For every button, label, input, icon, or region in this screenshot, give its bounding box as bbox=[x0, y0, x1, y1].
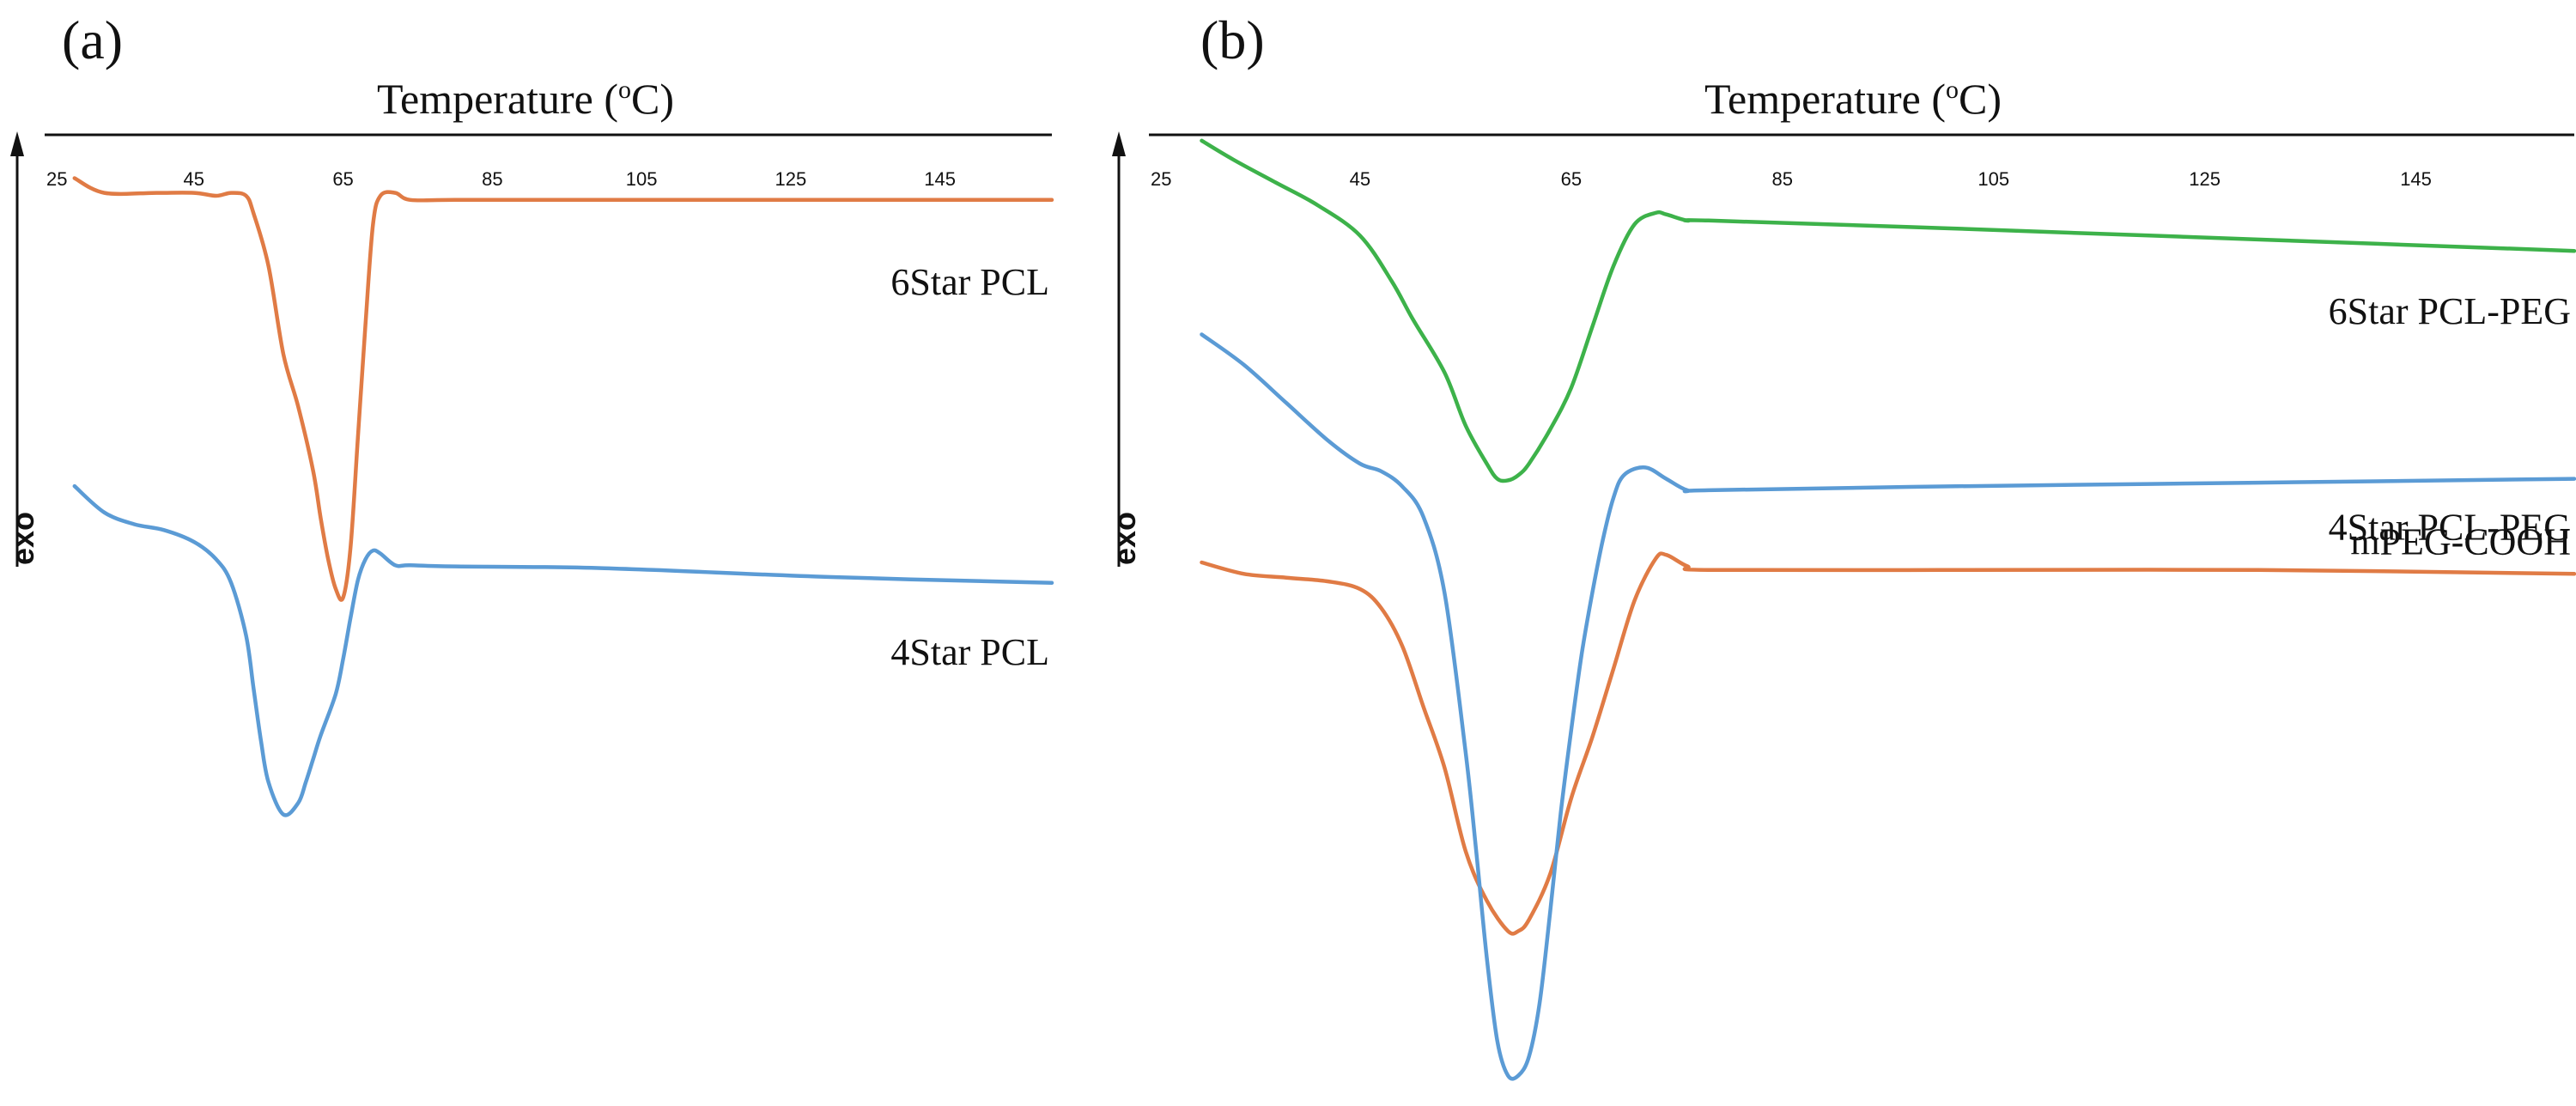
panel-b-series bbox=[1200, 138, 2576, 1081]
panel-a-tick-label-25: 25 bbox=[46, 168, 67, 190]
panel-a-tick-label-145: 145 bbox=[924, 168, 956, 190]
panel-a-tick-labels: 25 45 65 85 105 125 145 bbox=[46, 168, 956, 190]
panel-b-y-arrow-head bbox=[1112, 131, 1126, 156]
panel-b-tick-label-125: 125 bbox=[2189, 168, 2221, 190]
panel-b-tick-label-45: 45 bbox=[1350, 168, 1370, 190]
panel-b-x-axis-title-main: Temperature ( bbox=[1704, 75, 1946, 123]
panel-a-y-axis-label: exo bbox=[5, 512, 40, 565]
panel-b-tick-label-105: 105 bbox=[1978, 168, 2009, 190]
panel-b-y-axis-label: exo bbox=[1107, 512, 1142, 565]
panel-b-tick-labels: 25 45 65 85 105 125 145 bbox=[1151, 168, 2432, 190]
panel-a-series-label-6star-pcl: 6Star PCL bbox=[890, 261, 1049, 303]
panel-b-x-axis-title-unit: C) bbox=[1959, 75, 2002, 123]
panel-a-series-labels: 6Star PCL 4Star PCL bbox=[890, 261, 1049, 673]
panel-a-y-arrow-head bbox=[10, 131, 24, 156]
panel-a-tick-label-45: 45 bbox=[184, 168, 204, 190]
panel-b-label: (b) bbox=[1200, 9, 1265, 70]
panel-a-x-axis-title-unit: C) bbox=[631, 75, 674, 123]
panel-a-tick-label-85: 85 bbox=[482, 168, 502, 190]
panel-b-tick-label-65: 65 bbox=[1561, 168, 1582, 190]
panel-b: (b) Temperature (oC) exo 25 45 65 85 105 125 1… bbox=[1107, 9, 2576, 1081]
panel-b-series-label-6star-pcl-peg: 6Star PCL-PEG bbox=[2329, 290, 2571, 332]
panel-a-tick-label-105: 105 bbox=[626, 168, 658, 190]
panel-b-series-label-4star-pcl-peg: 4Star PCL-PEG bbox=[2329, 506, 2571, 548]
panel-a-x-axis-title: Temperature (oC) bbox=[377, 75, 674, 123]
panel-b-series-mpeg-cooh bbox=[1200, 332, 2576, 1081]
panel-a-x-axis-title-main: Temperature ( bbox=[377, 75, 618, 123]
panel-a-series-label-4star-pcl: 4Star PCL bbox=[890, 631, 1049, 673]
panel-b-series-label-mpeg-cooh: mPEG-COOH bbox=[2350, 521, 2571, 563]
panel-a-tick-label-125: 125 bbox=[775, 168, 807, 190]
panel-a-x-axis-title-superscript: o bbox=[618, 76, 631, 104]
panel-a-label: (a) bbox=[62, 9, 123, 70]
panel-b-series-4star-pcl-peg bbox=[1200, 551, 2576, 936]
panel-b-series-6star-pcl-peg bbox=[1200, 138, 2576, 483]
panel-b-tick-label-25: 25 bbox=[1151, 168, 1171, 190]
panel-b-tick-label-145: 145 bbox=[2400, 168, 2432, 190]
panel-b-tick-label-85: 85 bbox=[1772, 168, 1793, 190]
panel-b-x-axis-title-superscript: o bbox=[1946, 76, 1959, 104]
panel-b-x-axis-title: Temperature (oC) bbox=[1704, 75, 2002, 123]
panel-a-tick-label-65: 65 bbox=[332, 168, 353, 190]
panel-a: (a) Temperature (oC) exo 25 45 65 85 105 125 1… bbox=[5, 9, 1054, 817]
panel-a-series bbox=[72, 176, 1054, 817]
panel-a-series-4star-pcl bbox=[72, 483, 1054, 817]
panel-a-series-6star-pcl bbox=[72, 176, 1054, 602]
